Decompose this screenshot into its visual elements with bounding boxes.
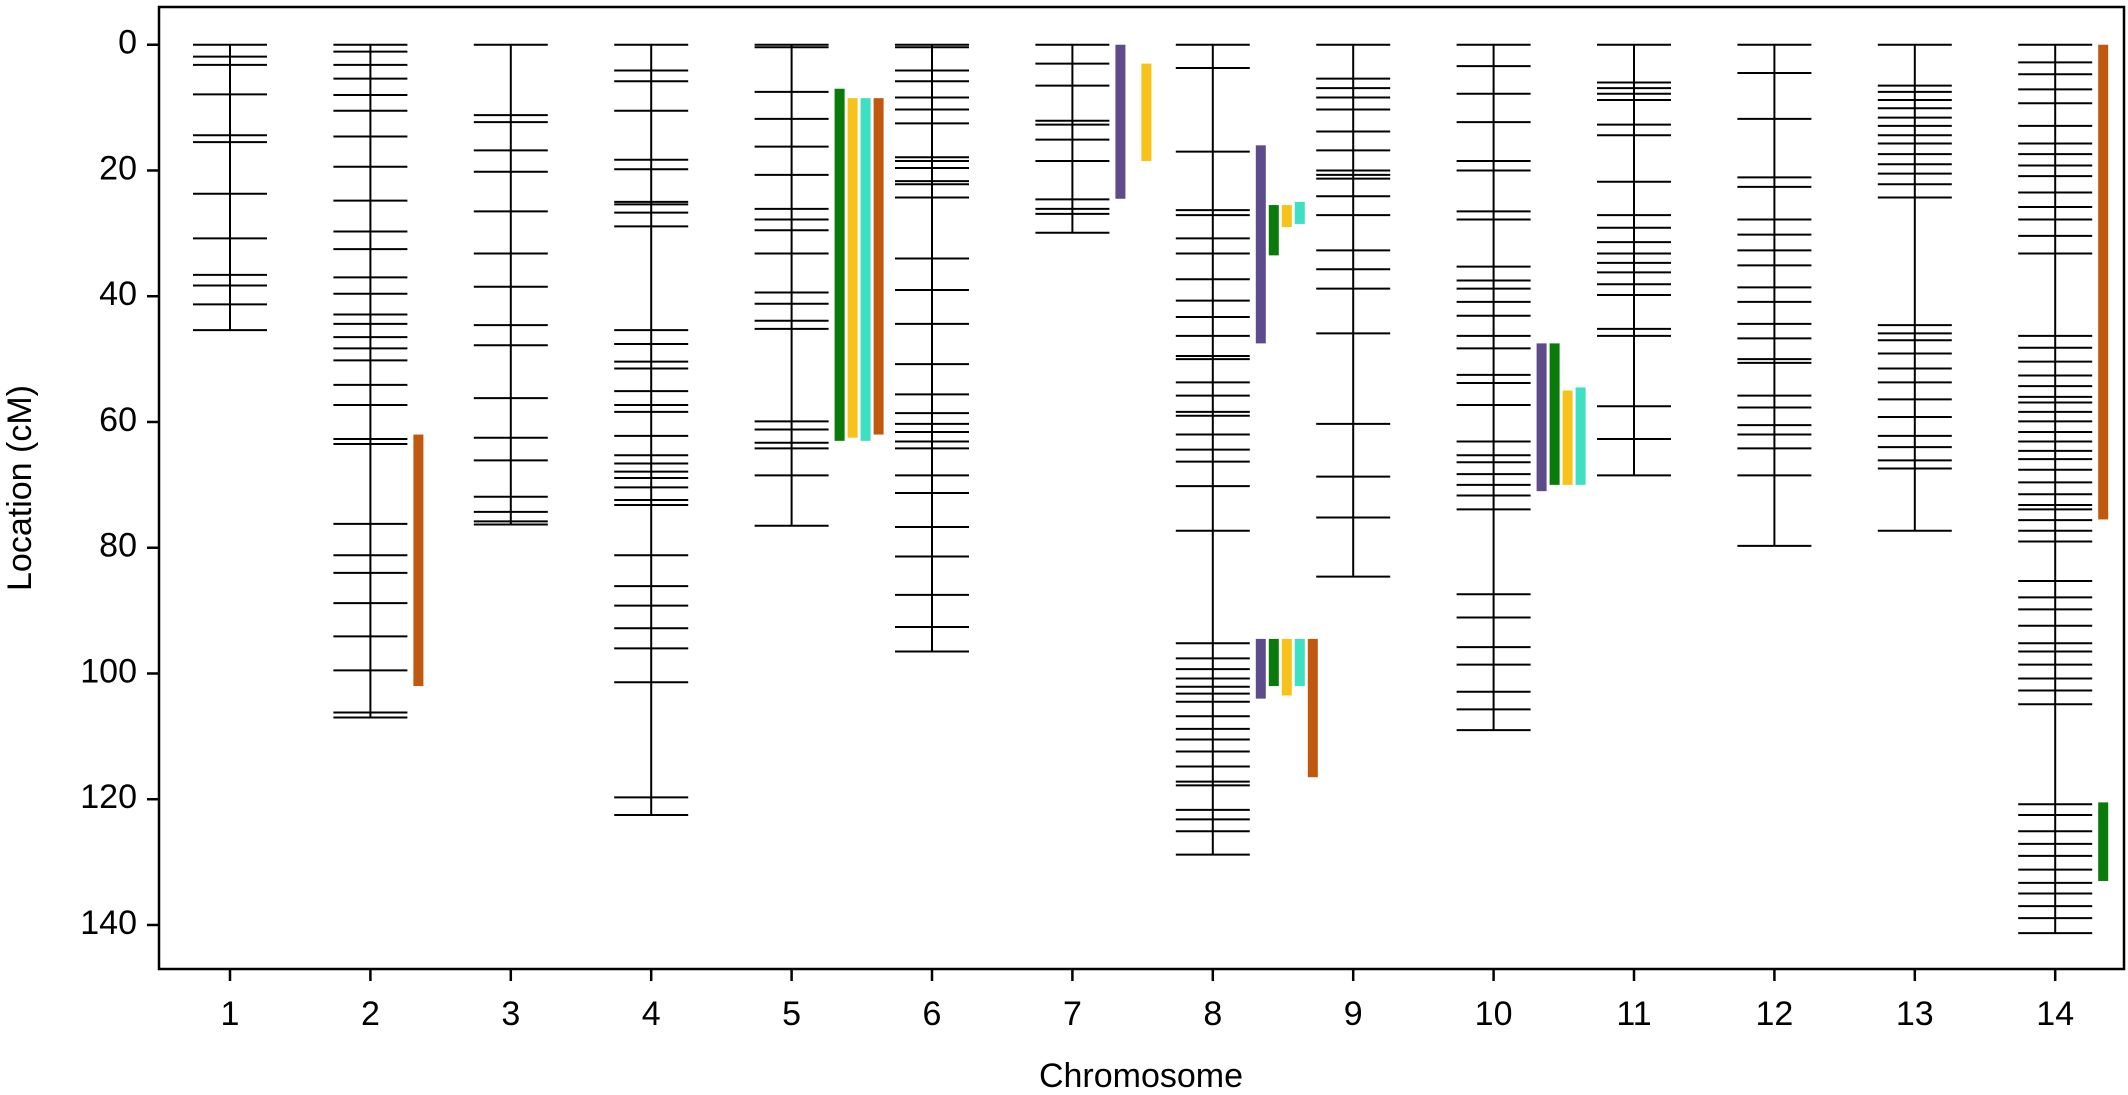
- x-tick-label: 13: [1896, 995, 1934, 1033]
- qtl-bar: [1294, 638, 1305, 687]
- qtl-bar: [1294, 201, 1305, 224]
- y-tick-label: 100: [80, 652, 137, 690]
- qtl-bar: [873, 98, 884, 435]
- y-tick-label: 60: [99, 401, 137, 439]
- qtl-bar: [1562, 390, 1573, 485]
- y-tick-label: 80: [99, 527, 137, 565]
- x-tick-label: 12: [1755, 995, 1793, 1033]
- x-tick-label: 8: [1203, 995, 1222, 1033]
- y-tick-label: 40: [99, 275, 137, 313]
- qtl-bar: [1575, 387, 1586, 485]
- qtl-bar: [413, 434, 424, 687]
- qtl-bar: [1268, 205, 1279, 256]
- x-axis-title: Chromosome: [1039, 1057, 1243, 1095]
- qtl-bar: [2098, 802, 2109, 881]
- x-tick-label: 10: [1475, 995, 1513, 1033]
- x-tick-label: 14: [2036, 995, 2074, 1033]
- x-tick-label: 6: [923, 995, 942, 1033]
- x-tick-label: 1: [221, 995, 240, 1033]
- x-tick-label: 7: [1063, 995, 1082, 1033]
- x-tick-label: 4: [642, 995, 661, 1033]
- qtl-bar: [1268, 638, 1279, 687]
- qtl-bar: [834, 88, 845, 441]
- qtl-bar: [1536, 343, 1547, 492]
- x-tick-label: 5: [782, 995, 801, 1033]
- qtl-bar: [847, 98, 858, 438]
- y-tick-label: 140: [80, 904, 137, 942]
- y-tick-label: 0: [118, 24, 137, 62]
- y-axis-title: Location (cM): [1, 385, 39, 591]
- x-tick-label: 11: [1616, 995, 1651, 1033]
- qtl-bar: [1141, 63, 1152, 162]
- x-tick-label: 2: [361, 995, 380, 1033]
- x-tick-label: 9: [1344, 995, 1363, 1033]
- qtl-bar: [1281, 638, 1292, 696]
- qtl-bar: [1281, 205, 1292, 228]
- x-tick-label: 3: [501, 995, 520, 1033]
- qtl-bar: [1549, 343, 1560, 485]
- y-tick-label: 20: [99, 149, 137, 187]
- qtl-bar: [1115, 44, 1126, 199]
- qtl-bar: [2098, 44, 2109, 520]
- qtl-bar: [1255, 638, 1266, 699]
- qtl-bar: [1255, 145, 1266, 344]
- plot-frame: [157, 5, 2126, 971]
- qtl-bar: [860, 98, 871, 441]
- y-tick-label: 120: [80, 778, 137, 816]
- qtl-bar: [1307, 638, 1318, 778]
